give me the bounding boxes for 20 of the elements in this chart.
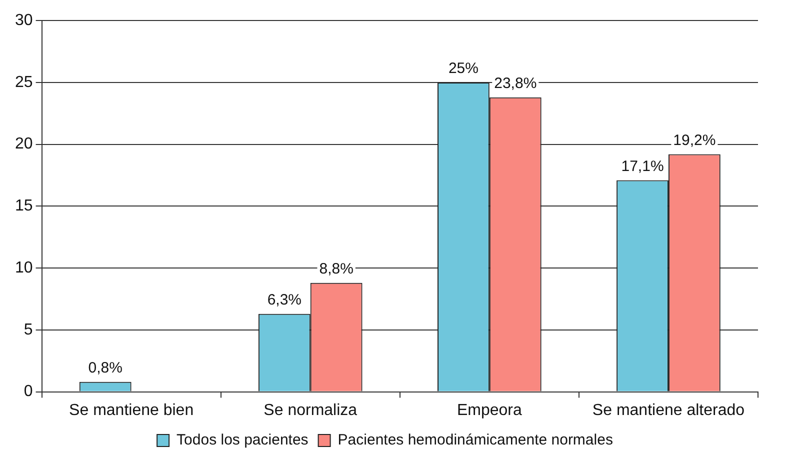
data-label: 19,2% bbox=[673, 132, 716, 149]
data-label: 6,3% bbox=[267, 291, 302, 308]
y-tick-label: 30 bbox=[15, 12, 33, 30]
x-tick-label: Se normaliza bbox=[264, 402, 358, 419]
y-tick-label: 10 bbox=[15, 259, 33, 276]
x-tick-label: Empeora bbox=[456, 402, 522, 419]
data-label: 17,1% bbox=[621, 158, 664, 175]
data-label: 8,8% bbox=[319, 260, 354, 278]
y-tick-label: 0 bbox=[24, 383, 33, 400]
x-tick-label: Se mantiene alterado bbox=[592, 402, 745, 419]
x-tick-label: Se mantiene bien bbox=[69, 402, 194, 419]
legend-label: Todos los pacientes bbox=[176, 432, 308, 449]
y-tick-label: 15 bbox=[15, 198, 33, 215]
y-tick-label: 5 bbox=[24, 321, 33, 338]
data-label: 23,8% bbox=[494, 74, 537, 92]
legend-label: Pacientes hemodinámicamente normales bbox=[338, 432, 613, 449]
data-label: 25% bbox=[448, 60, 478, 78]
data-label: 0,8% bbox=[88, 360, 122, 377]
y-tick-label: 25 bbox=[15, 74, 33, 91]
y-tick-label: 20 bbox=[15, 136, 33, 153]
